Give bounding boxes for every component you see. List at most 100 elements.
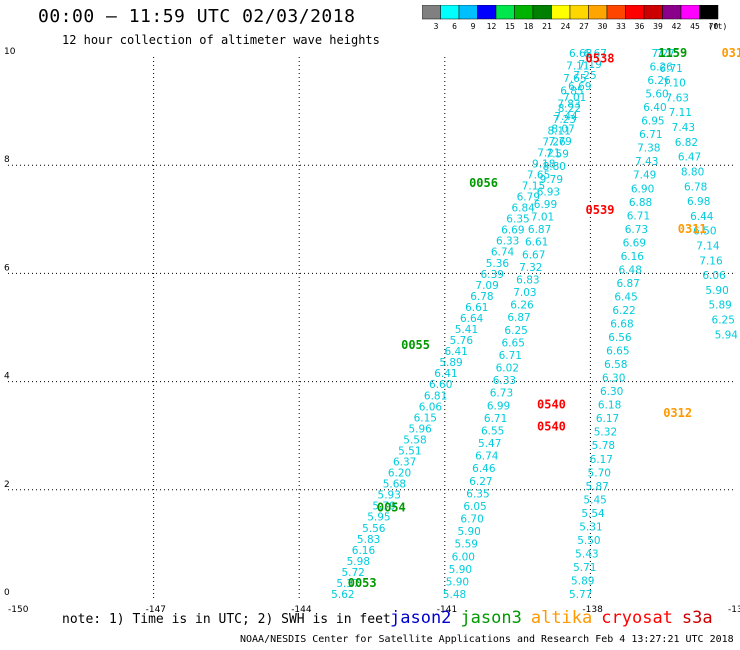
wave-height-value: 5.37: [336, 578, 359, 590]
wave-height-value: 6.41: [434, 368, 457, 380]
wave-height-value: 6.84: [511, 203, 535, 215]
wave-height-value: 6.35: [466, 488, 489, 500]
wave-height-value: 7.25: [573, 70, 596, 82]
wave-height-value: 6.25: [712, 315, 735, 327]
wave-height-value: 5.43: [575, 548, 598, 560]
wave-height-value: 5.94: [715, 329, 739, 341]
pass-time-label: 031: [721, 46, 740, 60]
wave-height-value: 6.58: [604, 359, 627, 371]
wave-height-value: 7.63: [666, 92, 689, 104]
wave-height-value: 6.67: [584, 48, 607, 60]
pass-time-label: 0540: [537, 398, 566, 412]
pass-time-label: 0053: [348, 576, 377, 590]
wave-height-value: 6.35: [506, 214, 529, 226]
wave-height-value: 5.36: [486, 258, 510, 270]
wave-height-value: 6.61: [525, 237, 548, 249]
wave-height-value: 6.82: [675, 137, 698, 149]
wave-height-value: 6.71: [639, 129, 662, 141]
wave-height-value: 5.31: [579, 521, 602, 533]
satellite-legend-item: jason3: [460, 608, 522, 628]
wave-height-value: 6.73: [625, 224, 648, 236]
wave-height-value: 5.93: [378, 490, 401, 502]
wave-height-value: 5.58: [403, 434, 426, 446]
wave-height-value: 7.19: [578, 59, 601, 71]
colorbar-label: 36: [634, 22, 645, 31]
wave-height-value: 6.99: [534, 199, 557, 211]
wave-height-value: 5.96: [408, 423, 432, 435]
wave-height-value: 6.18: [598, 400, 621, 412]
wave-height-value: 6.16: [352, 545, 376, 557]
wave-height-value: 5.78: [592, 440, 615, 452]
wave-height-value: 6.56: [608, 332, 632, 344]
colorbar-label: 42: [671, 22, 682, 31]
colorbar-swatch: [699, 5, 719, 20]
satellite-legend: jason2 jason3 altika cryosat s3a: [390, 608, 722, 628]
wave-height-value: 7.11: [566, 61, 589, 73]
wave-height-value: 6.68: [610, 319, 633, 331]
wave-height-value: 6.87: [528, 224, 551, 236]
colorbar-label: 6: [452, 22, 457, 31]
wave-height-value: 6.20: [388, 468, 411, 480]
wave-height-value: 9.18: [532, 158, 555, 170]
wave-height-value: 6.99: [487, 400, 510, 412]
wave-height-value: 5.59: [455, 539, 478, 551]
colorbar-label: 3: [433, 22, 439, 31]
pass-time-label: 0540: [537, 419, 566, 433]
wave-height-value: 7.15: [656, 48, 679, 60]
wave-height-value: 6.60: [429, 379, 452, 391]
wave-height-value: 6.64: [460, 313, 484, 325]
wave-height-value: 5.71: [573, 562, 596, 574]
wave-height-value: 5.41: [455, 324, 478, 336]
wave-height-value: 5.90: [457, 526, 480, 538]
wave-height-value: 6.55: [481, 425, 504, 437]
wave-height-value: 8.80: [543, 161, 566, 173]
x-tick-label: -147: [146, 605, 166, 615]
y-tick-label: 4: [4, 372, 10, 382]
wave-height-value: 6.06: [702, 270, 726, 282]
y-tick-label: 10: [4, 47, 16, 57]
wave-height-value: 8.22: [558, 103, 581, 115]
pass-time-label: 1159: [658, 46, 687, 60]
map-subtitle: 12 hour collection of altimeter wave hei…: [62, 33, 380, 47]
wave-height-value: 5.72: [341, 567, 364, 579]
wave-height-value: 6.85: [560, 86, 583, 98]
wave-height-value: 7.01: [531, 212, 554, 224]
wave-height-value: 6.06: [419, 401, 443, 413]
wave-height-value: 6.61: [465, 302, 488, 314]
wave-height-value: 6.40: [643, 102, 666, 114]
wave-height-value: 6.00: [452, 551, 475, 563]
colorbar-label: 30: [597, 22, 608, 31]
pass-time-label: 0312: [663, 406, 692, 420]
wave-height-colorbar: [422, 5, 719, 20]
wave-height-value: 7.27: [652, 48, 675, 60]
wave-height-value: 6.95: [641, 116, 664, 128]
wave-height-value: 5.45: [583, 494, 606, 506]
wave-height-value: 5.89: [439, 357, 462, 369]
wave-height-value: 6.71: [659, 63, 682, 75]
satellite-legend-item: cryosat: [601, 608, 673, 628]
wave-height-value: 5.90: [449, 564, 472, 576]
wave-height-value: 7.65: [527, 169, 550, 181]
wave-height-value: 6.69: [501, 225, 524, 237]
wave-height-value: 5.89: [571, 575, 594, 587]
colorbar-label: 15: [505, 22, 515, 31]
wave-height-value: 6.41: [444, 346, 467, 358]
pass-time-label: 0056: [469, 176, 498, 190]
wave-height-value: 6.71: [499, 350, 522, 362]
y-tick-label: 6: [4, 263, 10, 273]
pass-time-label: 0539: [586, 203, 615, 217]
wave-height-value: 5.95: [367, 512, 390, 524]
wave-height-value: 7.09: [475, 280, 498, 292]
satellite-legend-item: s3a: [681, 608, 713, 628]
wave-height-value: 7.79: [548, 136, 571, 148]
wave-height-value: 6.74: [491, 247, 515, 259]
colorbar-label: 12: [486, 22, 497, 31]
wave-height-value: 8.11: [548, 125, 571, 137]
pass-time-label: 0538: [586, 51, 615, 65]
wave-height-value: 6.26: [649, 62, 673, 74]
wave-height-value: 6.71: [627, 210, 650, 222]
wave-height-value: 5.77: [569, 589, 592, 601]
y-tick-label: 2: [4, 480, 10, 490]
wave-height-value: 6.67: [522, 249, 545, 261]
